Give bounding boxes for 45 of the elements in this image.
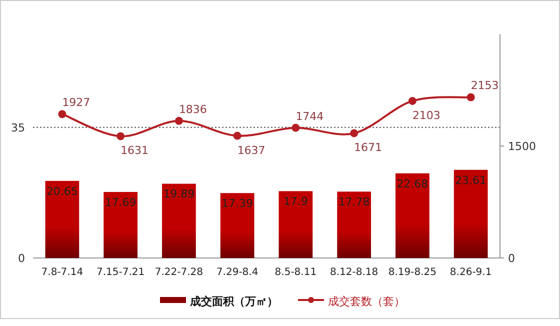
y2-tick-label: 0 [508, 252, 515, 265]
data-label: 1744 [296, 110, 324, 123]
bar [45, 180, 80, 258]
point [174, 116, 183, 125]
point [58, 110, 66, 118]
data-label: 23.61 [455, 174, 487, 187]
point [116, 132, 125, 140]
data-label: 19.89 [163, 188, 195, 201]
bar [454, 170, 488, 258]
x-tick-label: 8.12-8.18 [330, 267, 378, 278]
data-label: 20.65 [46, 184, 78, 198]
data-label: 1631 [120, 144, 149, 158]
data-label: 1836 [178, 102, 207, 116]
data-label: 2103 [412, 108, 440, 122]
data-label: 17.78 [338, 196, 370, 209]
point [350, 129, 358, 138]
bar [337, 192, 371, 258]
legend-label: 成交面积（万㎡） [189, 295, 278, 308]
y-tick-label: 35 [11, 121, 25, 134]
x-tick-label: 7.29-8.4 [216, 267, 258, 278]
point [292, 124, 300, 132]
data-label: 1637 [237, 144, 266, 157]
data-label: 17.9 [283, 195, 308, 208]
data-label: 1671 [354, 141, 382, 154]
bar [104, 192, 138, 258]
x-tick-label: 8.26-9.1 [450, 267, 492, 278]
y2-tick-label: 1500 [508, 140, 536, 153]
legend-label: 成交套数（套） [328, 295, 405, 308]
x-tick-label: 7.22-7.28 [154, 267, 204, 278]
data-label: 2153 [470, 79, 499, 92]
x-tick-label: 7.15-7.21 [96, 267, 145, 278]
bar [162, 184, 196, 258]
x-tick-label: 7.8-7.14 [41, 267, 84, 278]
point [408, 96, 416, 105]
bar [220, 193, 254, 258]
bar [396, 173, 430, 258]
point [233, 132, 242, 140]
data-label: 17.69 [104, 196, 136, 209]
data-label: 22.68 [396, 177, 428, 190]
data-label: 1927 [62, 96, 90, 110]
point [466, 93, 475, 102]
x-tick-label: 8.5-8.11 [274, 267, 317, 278]
bar [278, 191, 313, 258]
x-tick-label: 8.19-8.25 [388, 267, 437, 278]
data-label: 17.39 [222, 197, 254, 210]
